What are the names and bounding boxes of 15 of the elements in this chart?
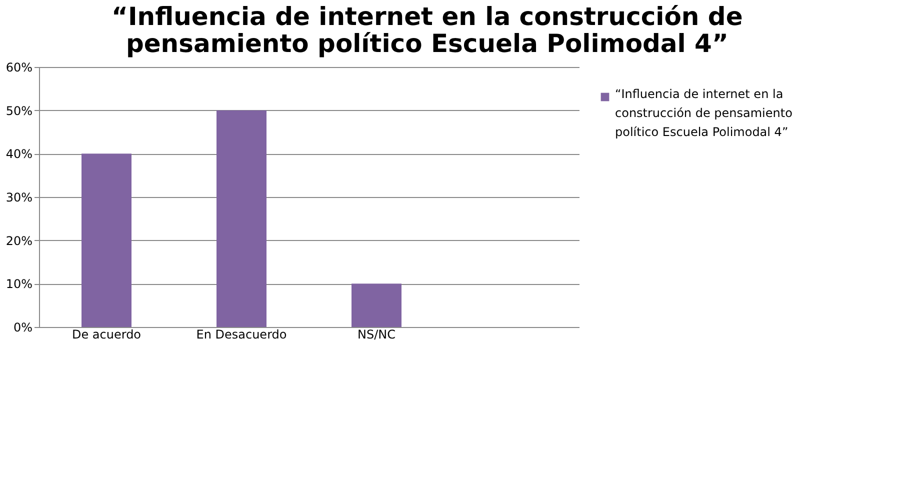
- y-tick-label: 0%: [13, 320, 32, 334]
- y-tick-label: 10%: [6, 277, 32, 292]
- bar: [216, 110, 266, 327]
- y-tick-label: 40%: [6, 147, 32, 162]
- y-tick-label: 30%: [6, 190, 32, 204]
- x-tick-label: NS/NC: [358, 328, 396, 342]
- y-tick-label: 20%: [6, 234, 32, 248]
- legend-label: “Influencia de internet en la construcción de pensamiento político Escuela Polimodal 4”: [615, 87, 792, 139]
- y-tick-label: 60%: [6, 60, 32, 74]
- x-tick-label: De acuerdo: [72, 328, 142, 342]
- chart-title: “Influencia de internet en la construcción de pensamiento político Escuela Polimodal 4”: [112, 2, 743, 58]
- bar: [82, 154, 132, 327]
- x-tick-label: En Desacuerdo: [196, 328, 287, 342]
- y-tick-label: 50%: [6, 104, 32, 118]
- bar: [352, 284, 402, 327]
